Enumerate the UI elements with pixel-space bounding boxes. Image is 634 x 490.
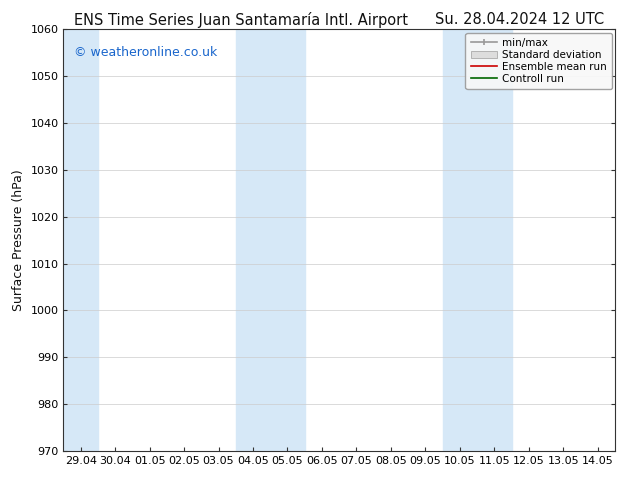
Y-axis label: Surface Pressure (hPa): Surface Pressure (hPa): [12, 169, 25, 311]
Text: Su. 28.04.2024 12 UTC: Su. 28.04.2024 12 UTC: [436, 12, 604, 27]
Text: ENS Time Series Juan Santamaría Intl. Airport: ENS Time Series Juan Santamaría Intl. Ai…: [74, 12, 408, 28]
Bar: [443, 29, 512, 451]
Bar: [63, 29, 98, 451]
Text: © weatheronline.co.uk: © weatheronline.co.uk: [74, 46, 217, 59]
Bar: [236, 29, 305, 451]
Legend: min/max, Standard deviation, Ensemble mean run, Controll run: min/max, Standard deviation, Ensemble me…: [465, 32, 612, 89]
